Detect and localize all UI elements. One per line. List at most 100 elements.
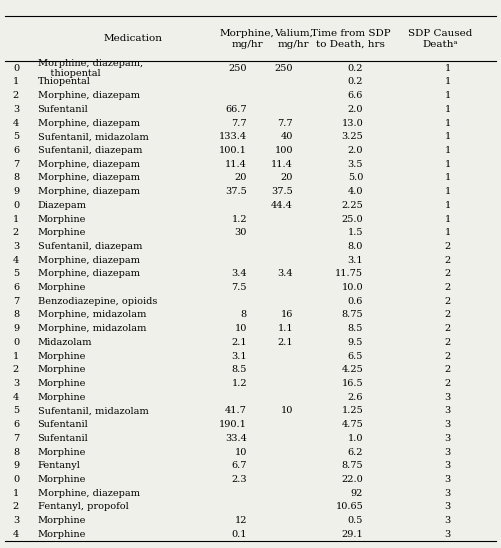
Text: 0.2: 0.2 bbox=[348, 64, 363, 73]
Text: 2.6: 2.6 bbox=[348, 393, 363, 402]
Text: 41.7: 41.7 bbox=[225, 407, 247, 415]
Text: 29.1: 29.1 bbox=[342, 530, 363, 539]
Text: 0: 0 bbox=[13, 338, 19, 347]
Text: 2: 2 bbox=[445, 270, 451, 278]
Text: 4.75: 4.75 bbox=[342, 420, 363, 429]
Text: 1: 1 bbox=[445, 201, 451, 210]
Text: Sufentanil, midazolam: Sufentanil, midazolam bbox=[38, 132, 148, 141]
Text: 0.6: 0.6 bbox=[348, 297, 363, 306]
Text: Morphine: Morphine bbox=[38, 516, 86, 525]
Text: 6: 6 bbox=[13, 146, 19, 155]
Text: 2: 2 bbox=[445, 283, 451, 292]
Text: Morphine: Morphine bbox=[38, 379, 86, 388]
Text: Morphine, diazepam: Morphine, diazepam bbox=[38, 489, 140, 498]
Text: Morphine, diazepam,
    thiopental: Morphine, diazepam, thiopental bbox=[38, 59, 143, 78]
Text: 2: 2 bbox=[13, 503, 19, 511]
Text: Sufentanil, midazolam: Sufentanil, midazolam bbox=[38, 407, 148, 415]
Text: Sufentanil, diazepam: Sufentanil, diazepam bbox=[38, 146, 142, 155]
Text: 8.75: 8.75 bbox=[342, 461, 363, 470]
Text: 4: 4 bbox=[13, 530, 19, 539]
Text: 0: 0 bbox=[13, 201, 19, 210]
Text: 1: 1 bbox=[445, 228, 451, 237]
Text: 0: 0 bbox=[13, 475, 19, 484]
Text: 8: 8 bbox=[13, 448, 19, 456]
Text: Morphine, midazolam: Morphine, midazolam bbox=[38, 311, 146, 319]
Text: 3: 3 bbox=[445, 448, 451, 456]
Text: 4: 4 bbox=[13, 393, 19, 402]
Text: 20: 20 bbox=[234, 173, 247, 182]
Text: 2: 2 bbox=[445, 242, 451, 251]
Text: 2.0: 2.0 bbox=[348, 105, 363, 114]
Text: 0.5: 0.5 bbox=[348, 516, 363, 525]
Text: Time from SDP
to Death, hrs: Time from SDP to Death, hrs bbox=[311, 29, 390, 49]
Text: 9.5: 9.5 bbox=[348, 338, 363, 347]
Text: 10.0: 10.0 bbox=[342, 283, 363, 292]
Text: 2: 2 bbox=[445, 338, 451, 347]
Text: 3: 3 bbox=[445, 434, 451, 443]
Text: 2.3: 2.3 bbox=[231, 475, 247, 484]
Text: 10: 10 bbox=[281, 407, 293, 415]
Text: Morphine: Morphine bbox=[38, 352, 86, 361]
Text: 25.0: 25.0 bbox=[342, 214, 363, 224]
Text: 3.25: 3.25 bbox=[342, 132, 363, 141]
Text: Sufentanil: Sufentanil bbox=[38, 434, 88, 443]
Text: 11.4: 11.4 bbox=[271, 159, 293, 169]
Text: 1: 1 bbox=[445, 159, 451, 169]
Text: 1: 1 bbox=[445, 91, 451, 100]
Text: 20: 20 bbox=[281, 173, 293, 182]
Text: 9: 9 bbox=[13, 461, 19, 470]
Text: 5.0: 5.0 bbox=[348, 173, 363, 182]
Text: 6: 6 bbox=[13, 420, 19, 429]
Text: Morphine: Morphine bbox=[38, 228, 86, 237]
Text: 5: 5 bbox=[13, 132, 19, 141]
Text: 1.0: 1.0 bbox=[348, 434, 363, 443]
Text: 3: 3 bbox=[445, 503, 451, 511]
Text: 2.0: 2.0 bbox=[348, 146, 363, 155]
Text: SDP Caused
Deathᵃ: SDP Caused Deathᵃ bbox=[408, 29, 472, 49]
Text: 7: 7 bbox=[13, 434, 19, 443]
Text: 13.0: 13.0 bbox=[342, 118, 363, 128]
Text: 11.75: 11.75 bbox=[335, 270, 363, 278]
Text: Morphine: Morphine bbox=[38, 393, 86, 402]
Text: 2.25: 2.25 bbox=[342, 201, 363, 210]
Text: Morphine, diazepam: Morphine, diazepam bbox=[38, 255, 140, 265]
Text: Morphine, diazepam: Morphine, diazepam bbox=[38, 118, 140, 128]
Text: 7.7: 7.7 bbox=[231, 118, 247, 128]
Text: 33.4: 33.4 bbox=[225, 434, 247, 443]
Text: 0: 0 bbox=[13, 64, 19, 73]
Text: 1.25: 1.25 bbox=[342, 407, 363, 415]
Text: Medication: Medication bbox=[103, 35, 162, 43]
Text: Diazepam: Diazepam bbox=[38, 201, 87, 210]
Text: 6: 6 bbox=[13, 283, 19, 292]
Text: 3: 3 bbox=[445, 489, 451, 498]
Text: 2: 2 bbox=[445, 297, 451, 306]
Text: 22.0: 22.0 bbox=[342, 475, 363, 484]
Text: 2.1: 2.1 bbox=[231, 338, 247, 347]
Text: 7: 7 bbox=[13, 159, 19, 169]
Text: 8.5: 8.5 bbox=[231, 366, 247, 374]
Text: 1.2: 1.2 bbox=[231, 379, 247, 388]
Text: 1: 1 bbox=[445, 146, 451, 155]
Text: 3: 3 bbox=[13, 105, 19, 114]
Text: 100: 100 bbox=[275, 146, 293, 155]
Text: 8.5: 8.5 bbox=[348, 324, 363, 333]
Text: Sufentanil: Sufentanil bbox=[38, 420, 88, 429]
Text: 1: 1 bbox=[445, 187, 451, 196]
Text: 4.25: 4.25 bbox=[342, 366, 363, 374]
Text: 250: 250 bbox=[275, 64, 293, 73]
Text: 1: 1 bbox=[445, 132, 451, 141]
Text: 2: 2 bbox=[445, 352, 451, 361]
Text: 3: 3 bbox=[445, 530, 451, 539]
Text: 40: 40 bbox=[281, 132, 293, 141]
Text: 100.1: 100.1 bbox=[219, 146, 247, 155]
Text: 7.5: 7.5 bbox=[231, 283, 247, 292]
Text: Morphine, diazepam: Morphine, diazepam bbox=[38, 173, 140, 182]
Text: 2: 2 bbox=[445, 379, 451, 388]
Text: 92: 92 bbox=[351, 489, 363, 498]
Text: 1: 1 bbox=[13, 352, 19, 361]
Text: 5: 5 bbox=[13, 407, 19, 415]
Text: Sufentanil: Sufentanil bbox=[38, 105, 88, 114]
Text: Morphine: Morphine bbox=[38, 214, 86, 224]
Text: Morphine, diazepam: Morphine, diazepam bbox=[38, 187, 140, 196]
Text: 66.7: 66.7 bbox=[225, 105, 247, 114]
